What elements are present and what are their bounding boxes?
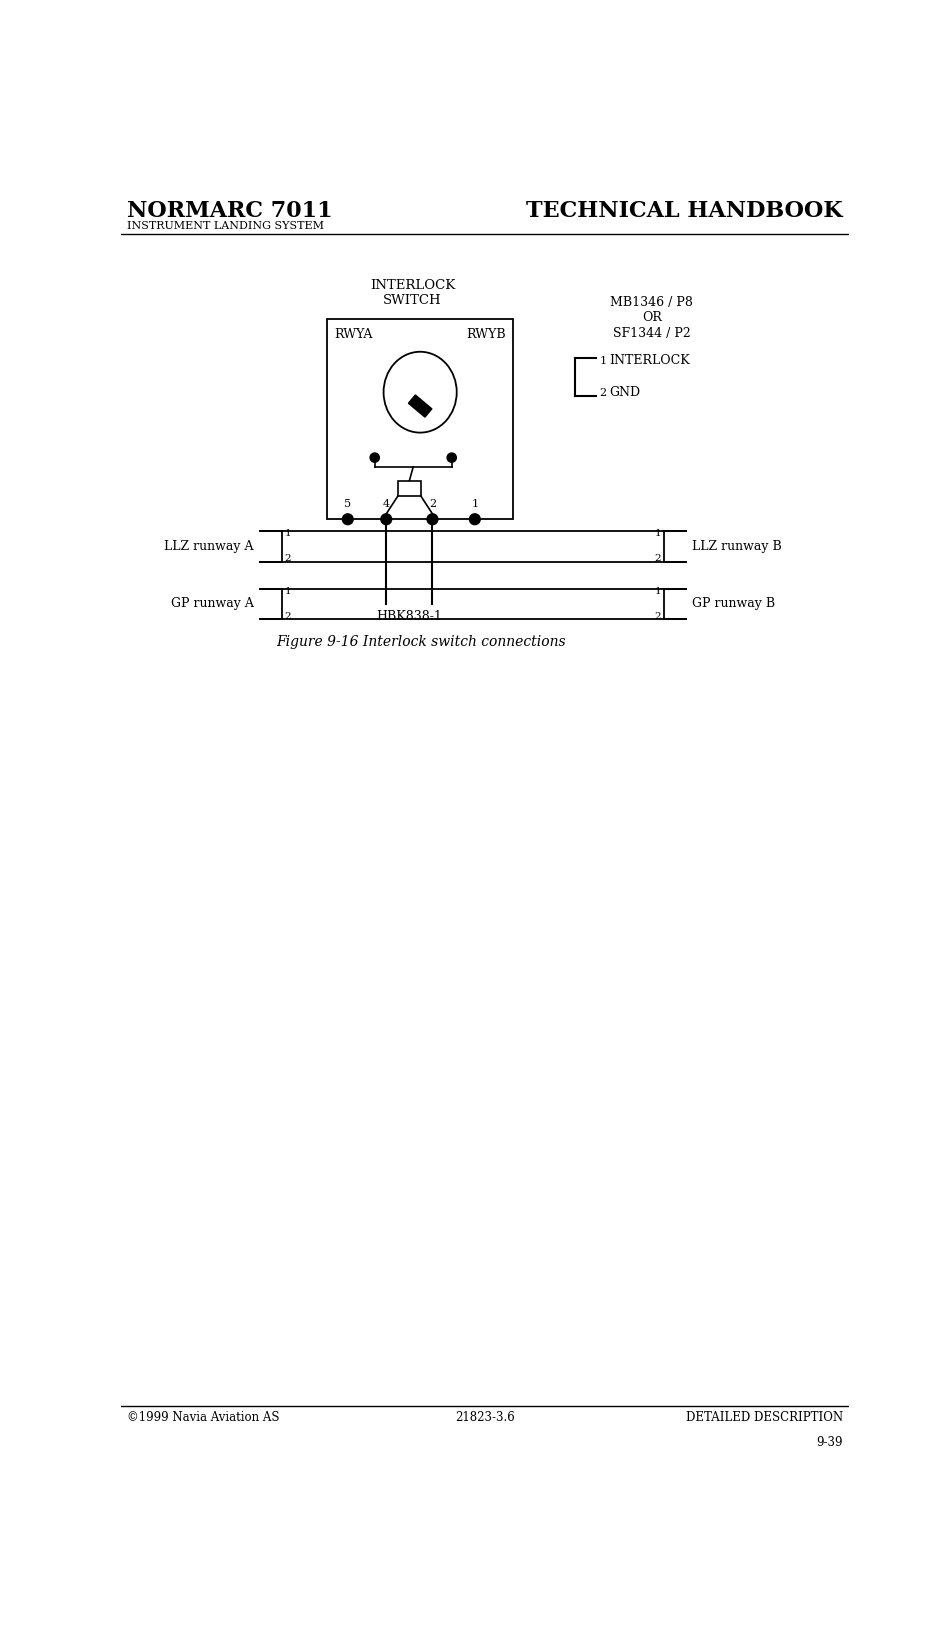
Text: 1: 1 xyxy=(655,529,661,539)
Text: OR: OR xyxy=(642,312,662,325)
Text: RWYA: RWYA xyxy=(335,328,373,341)
Text: GND: GND xyxy=(609,387,639,400)
Text: 2: 2 xyxy=(655,553,661,563)
Text: 9-39: 9-39 xyxy=(816,1436,843,1449)
Text: 21823-3.6: 21823-3.6 xyxy=(455,1412,515,1423)
Text: DETAILED DESCRIPTION: DETAILED DESCRIPTION xyxy=(686,1412,843,1423)
Text: 2: 2 xyxy=(285,612,291,620)
Text: 1: 1 xyxy=(471,499,479,509)
Text: GP runway A: GP runway A xyxy=(171,597,254,610)
FancyArrow shape xyxy=(409,395,432,418)
Text: GP runway B: GP runway B xyxy=(692,597,775,610)
Text: HBK838-1: HBK838-1 xyxy=(377,610,443,623)
Bar xyxy=(398,481,421,496)
Text: LLZ runway B: LLZ runway B xyxy=(692,540,781,553)
Circle shape xyxy=(447,454,456,462)
Circle shape xyxy=(469,514,481,524)
Circle shape xyxy=(342,514,353,524)
Text: ©1999 Navia Aviation AS: ©1999 Navia Aviation AS xyxy=(127,1412,279,1423)
Circle shape xyxy=(370,454,379,462)
Ellipse shape xyxy=(383,353,457,432)
Text: 5: 5 xyxy=(344,499,351,509)
Text: INTERLOCK: INTERLOCK xyxy=(609,354,690,367)
Text: SWITCH: SWITCH xyxy=(383,294,442,307)
Text: 2: 2 xyxy=(655,612,661,620)
Text: TECHNICAL HANDBOOK: TECHNICAL HANDBOOK xyxy=(526,199,843,222)
Text: 1: 1 xyxy=(655,588,661,596)
Text: 1: 1 xyxy=(285,588,291,596)
Text: MB1346 / P8: MB1346 / P8 xyxy=(610,295,693,308)
Text: NORMARC 7011: NORMARC 7011 xyxy=(127,199,332,222)
Circle shape xyxy=(381,514,392,524)
Text: 2: 2 xyxy=(600,388,606,398)
Text: LLZ runway A: LLZ runway A xyxy=(165,540,254,553)
Text: 2: 2 xyxy=(285,553,291,563)
Bar xyxy=(327,318,514,519)
Text: INSTRUMENT LANDING SYSTEM: INSTRUMENT LANDING SYSTEM xyxy=(127,222,324,232)
Text: 4: 4 xyxy=(383,499,390,509)
Text: 1: 1 xyxy=(285,529,291,539)
Text: Figure 9-16 Interlock switch connections: Figure 9-16 Interlock switch connections xyxy=(276,635,566,650)
Text: SF1344 / P2: SF1344 / P2 xyxy=(613,326,691,339)
Circle shape xyxy=(427,514,438,524)
Text: 2: 2 xyxy=(429,499,436,509)
Text: INTERLOCK: INTERLOCK xyxy=(370,279,455,292)
Text: RWYB: RWYB xyxy=(466,328,505,341)
Text: 1: 1 xyxy=(600,356,606,366)
